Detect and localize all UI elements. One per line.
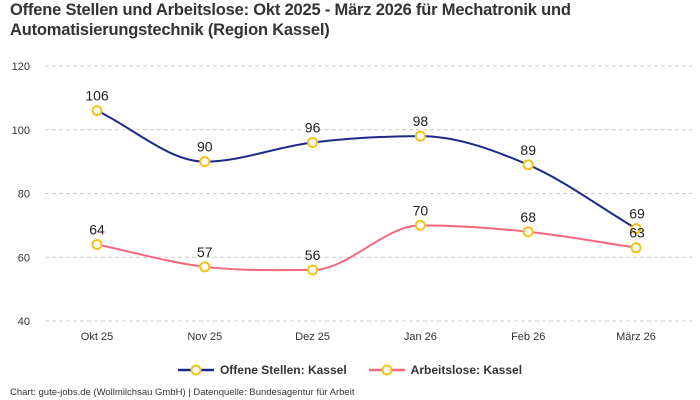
legend: Offene Stellen: Kassel Arbeitslose: Kass… bbox=[0, 363, 700, 377]
y-tick-label: 40 bbox=[18, 316, 30, 328]
data-label: 69 bbox=[629, 206, 645, 222]
series-line-1 bbox=[96, 224, 637, 272]
data-label: 89 bbox=[520, 142, 536, 158]
legend-item-arbeitslose[interactable]: Arbeitslose: Kassel bbox=[368, 363, 523, 377]
data-point bbox=[307, 264, 319, 276]
data-label: 56 bbox=[305, 247, 321, 263]
data-point bbox=[522, 159, 534, 171]
data-label: 98 bbox=[413, 113, 429, 129]
data-point bbox=[199, 156, 211, 168]
data-point bbox=[91, 239, 103, 250]
legend-swatch-icon bbox=[177, 364, 214, 376]
series-line-0 bbox=[96, 109, 637, 230]
data-point bbox=[199, 261, 211, 273]
data-label: 90 bbox=[197, 139, 213, 155]
x-tick-label: Dez 25 bbox=[295, 331, 330, 343]
x-tick-label: Jan 26 bbox=[404, 331, 437, 343]
chart-title: Offene Stellen und Arbeitslose: Okt 2025… bbox=[10, 1, 571, 39]
data-point bbox=[414, 130, 426, 142]
chart-credit: Chart: gute-jobs.de (Wollmilchsau GmbH) … bbox=[10, 387, 355, 398]
data-label: 64 bbox=[89, 222, 105, 238]
data-label: 57 bbox=[197, 244, 213, 260]
data-point bbox=[630, 242, 642, 254]
data-label: 63 bbox=[629, 225, 645, 241]
data-label: 70 bbox=[413, 202, 429, 218]
data-point bbox=[630, 223, 642, 235]
data-label: 68 bbox=[520, 209, 536, 225]
y-tick-label: 100 bbox=[12, 125, 30, 137]
legend-label: Offene Stellen: Kassel bbox=[219, 363, 347, 377]
legend-swatch-icon bbox=[368, 364, 405, 376]
x-tick-label: Nov 25 bbox=[187, 331, 222, 343]
y-tick-label: 60 bbox=[18, 252, 30, 264]
data-point bbox=[91, 105, 103, 117]
data-label: 106 bbox=[85, 88, 109, 104]
x-tick-label: Okt 25 bbox=[81, 331, 113, 343]
data-point bbox=[307, 137, 319, 148]
legend-item-offene-stellen[interactable]: Offene Stellen: Kassel bbox=[177, 363, 347, 377]
data-label: 96 bbox=[305, 120, 321, 136]
y-tick-label: 80 bbox=[18, 189, 30, 201]
data-point bbox=[414, 219, 426, 231]
y-tick-label: 120 bbox=[12, 61, 30, 73]
x-tick-label: März 26 bbox=[616, 331, 656, 343]
data-point bbox=[522, 226, 534, 238]
legend-label: Arbeitslose: Kassel bbox=[410, 363, 523, 377]
x-tick-label: Feb 26 bbox=[511, 331, 545, 343]
